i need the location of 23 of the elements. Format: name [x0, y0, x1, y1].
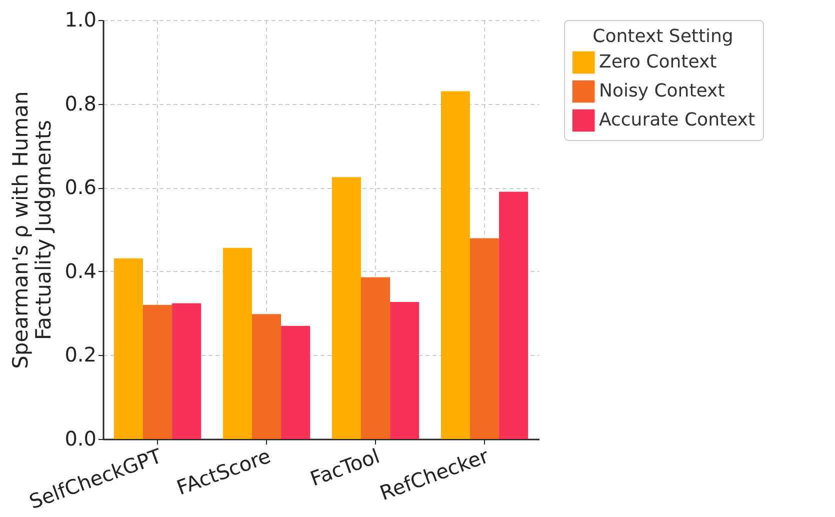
- bar: [332, 177, 361, 439]
- bar: [281, 326, 310, 439]
- bar: [499, 192, 528, 439]
- bar: [252, 314, 282, 439]
- legend-label: Noisy Context: [599, 80, 725, 102]
- y-tick-label: 0.0: [64, 426, 96, 450]
- bar: [440, 91, 470, 439]
- legend-label: Zero Context: [599, 52, 717, 72]
- y-tick-label: 1.0: [64, 8, 96, 32]
- bar: [390, 302, 420, 439]
- bar: [114, 258, 143, 439]
- y-tick-label: 0.4: [64, 258, 96, 283]
- legend-title: Context Setting: [592, 26, 734, 47]
- bar: [142, 304, 172, 439]
- y-tick-label: 0.6: [64, 175, 96, 200]
- legend-label: Accurate Context: [599, 110, 755, 130]
- y-axis-title: Spearman's ρ with Human Factuality Judgments: [8, 91, 56, 369]
- y-tick-label: 0.2: [64, 342, 96, 367]
- bar: [222, 248, 252, 439]
- bar: [172, 303, 202, 439]
- y-tick-label: 0.8: [64, 91, 96, 116]
- bar: [360, 277, 390, 439]
- bar: [470, 238, 500, 439]
